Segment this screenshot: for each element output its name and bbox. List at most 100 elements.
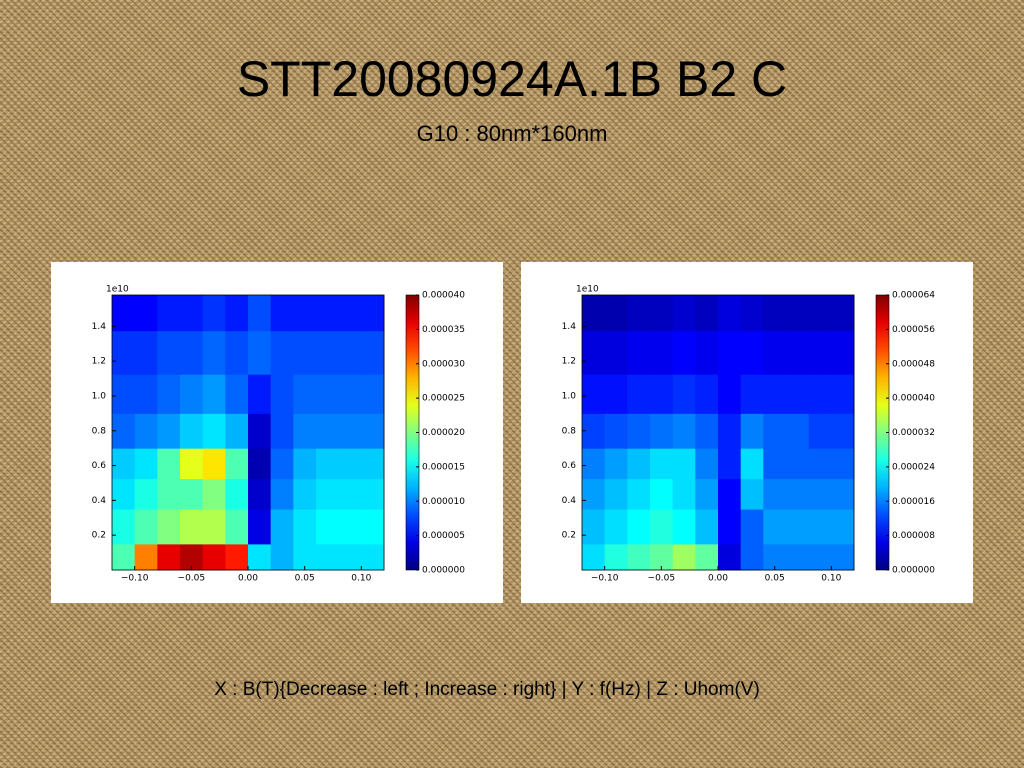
slide-footer: X : B(T){Decrease : left ; Increase : ri… [214, 679, 760, 700]
contour-cell [134, 413, 158, 449]
x-tick-label: −0.05 [178, 574, 206, 584]
contour-cell [786, 330, 810, 375]
contour-cell [112, 478, 136, 510]
contour-cell [270, 413, 294, 449]
colorbar-tick-label: 0.000008 [892, 531, 935, 541]
contour-cell [786, 295, 810, 332]
contour-cell [157, 509, 181, 545]
contour-cell [134, 448, 158, 480]
contour-cell [180, 374, 204, 414]
contour-cell [361, 330, 385, 375]
x-tick-label: −0.10 [591, 574, 619, 584]
contour-cell [293, 543, 317, 571]
contour-cell [361, 543, 385, 571]
slide-title: STT20080924A.1B B2 C [237, 51, 787, 107]
contour-cell [604, 374, 628, 414]
contour-cell [157, 543, 181, 571]
contour-cell [604, 509, 628, 545]
contour-cell [248, 448, 272, 480]
contour-cell [786, 543, 810, 571]
y-tick-label: 1.2 [562, 357, 576, 367]
contour-cell [270, 543, 294, 571]
x-tick-label: 0.10 [821, 574, 841, 584]
contour-cell [695, 330, 719, 375]
contour-cell [831, 478, 855, 510]
contour-cell [112, 448, 136, 480]
x-tick-label: 0.10 [351, 574, 371, 584]
contour-cell [582, 295, 606, 332]
contour-cell [248, 509, 272, 545]
contour-cell [831, 509, 855, 545]
contour-cell [808, 478, 832, 510]
contour-cell [270, 374, 294, 414]
contour-cell [157, 413, 181, 449]
contour-cell [808, 374, 832, 414]
contour-cell [225, 374, 249, 414]
contour-cell [202, 543, 226, 571]
y-tick-label: 0.4 [562, 496, 577, 506]
contour-cell [763, 448, 787, 480]
contour-cell [695, 374, 719, 414]
contour-cell [695, 543, 719, 571]
contour-cell [316, 448, 340, 480]
colorbar-tick-label: 0.000035 [422, 325, 465, 335]
contour-cell [157, 478, 181, 510]
contour-cell [157, 330, 181, 375]
contour-cell [808, 543, 832, 571]
contour-cell [718, 509, 742, 545]
contour-cell [831, 448, 855, 480]
contour-cell [672, 478, 696, 510]
contour-cell [627, 295, 651, 332]
contour-cell [225, 509, 249, 545]
contour-cell [293, 413, 317, 449]
contour-cell [718, 374, 742, 414]
contour-cell [650, 330, 674, 375]
contour-cell [627, 509, 651, 545]
y-tick-label: 0.4 [92, 496, 107, 506]
contour-cell [248, 330, 272, 375]
contour-cell [718, 295, 742, 332]
contour-cell [786, 478, 810, 510]
contour-cell [134, 330, 158, 375]
contour-cell [604, 413, 628, 449]
x-tick-label: −0.10 [121, 574, 149, 584]
colorbar-tick-label: 0.000015 [422, 462, 465, 472]
contour-cell [740, 543, 764, 571]
contour-cell [361, 448, 385, 480]
colorbar-tick-label: 0.000048 [892, 359, 935, 369]
contour-cell [763, 413, 787, 449]
contour-cell [582, 448, 606, 480]
contour-cell [225, 295, 249, 332]
contour-cell [157, 374, 181, 414]
y-tick-label: 1.0 [92, 391, 107, 401]
contour-cell [270, 448, 294, 480]
contour-cell [248, 543, 272, 571]
contour-cell [338, 295, 362, 332]
contour-cell [112, 295, 136, 332]
contour-cell [134, 478, 158, 510]
contour-cell [316, 509, 340, 545]
y-tick-label: 0.8 [92, 426, 107, 436]
colorbar-tick-label: 0.000064 [892, 291, 935, 301]
contour-cell [582, 413, 606, 449]
contour-cell [361, 295, 385, 332]
contour-cell [627, 413, 651, 449]
contour-cell [740, 330, 764, 375]
contour-cell [225, 330, 249, 375]
slide-subtitle: G10 : 80nm*160nm [417, 121, 608, 146]
contour-cell [650, 413, 674, 449]
contour-cell [831, 295, 855, 332]
contour-cell [650, 374, 674, 414]
contour-cell [695, 448, 719, 480]
contour-cell [316, 413, 340, 449]
contour-cell [718, 448, 742, 480]
offset-label: 1e10 [106, 285, 129, 295]
contour-cell [293, 448, 317, 480]
contour-cell [180, 448, 204, 480]
contour-cell [627, 543, 651, 571]
contour-cell [248, 295, 272, 332]
contour-cell [831, 413, 855, 449]
contour-cell [202, 413, 226, 449]
contour-cell [361, 478, 385, 510]
contour-cell [180, 509, 204, 545]
